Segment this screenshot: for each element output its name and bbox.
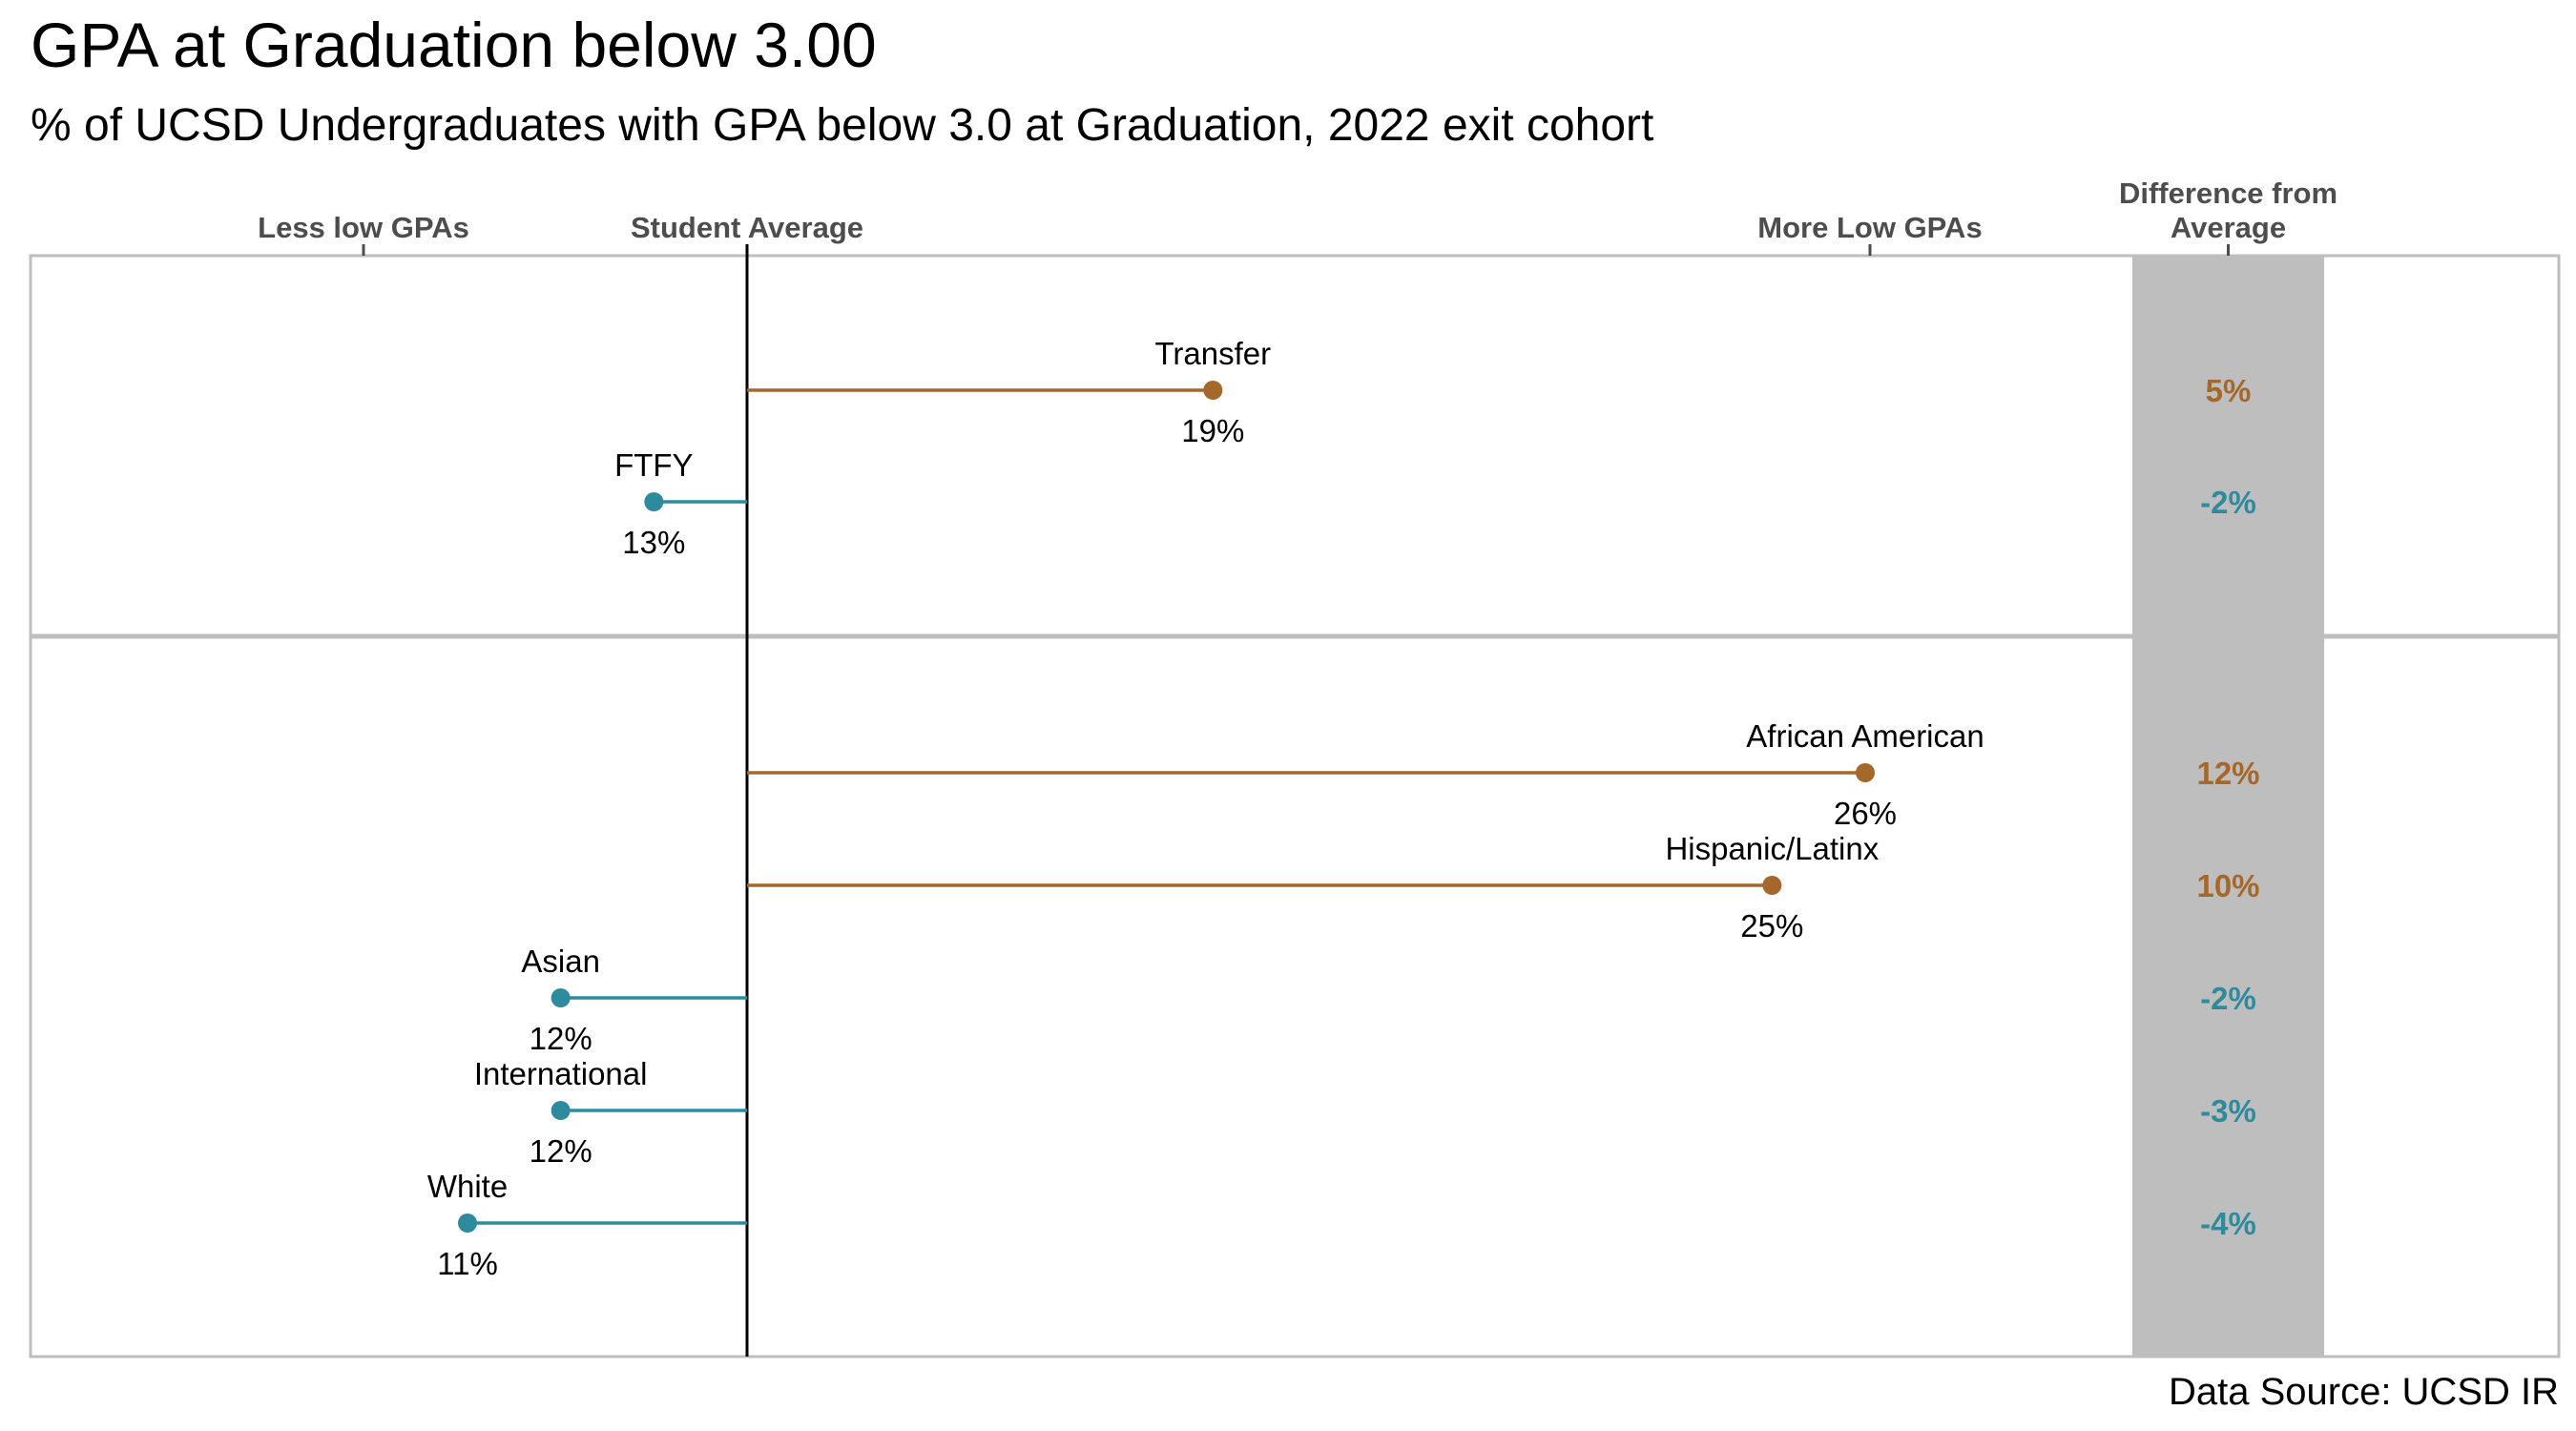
chart-subtitle: % of UCSD Undergraduates with GPA below … [31,100,1653,151]
point-african-american [1856,763,1875,782]
diff-ftfy: -2% [2200,485,2256,520]
point-hispanic-latinx [1762,876,1782,895]
plot-frame [29,254,2561,1358]
diff-asian: -2% [2200,981,2256,1016]
value-hispanic-latinx: 25% [1740,908,1803,944]
label-international: International [474,1056,648,1091]
diff-international: -3% [2200,1093,2256,1129]
point-white [458,1213,477,1233]
header-more-low-gpas: More Low GPAs [1757,211,1982,244]
chart-body: Less low GPAs Student Average More Low GPA… [29,176,2561,1358]
label-asian: Asian [521,944,600,979]
header-student-average: Student Average [631,211,863,244]
difference-band [2132,256,2324,1357]
label-hispanic-latinx: Hispanic/Latinx [1665,831,1879,866]
label-african-american: African American [1746,718,1984,754]
point-international [551,1101,571,1120]
diff-transfer: 5% [2206,373,2252,408]
chart-title: GPA at Graduation below 3.00 [31,10,877,80]
header-less-low-gpas: Less low GPAs [258,211,469,244]
header-difference-line2: Average [2171,211,2286,244]
point-ftfy [644,492,664,511]
point-transfer [1203,381,1223,400]
diff-hispanic-latinx: 10% [2196,868,2259,903]
value-white: 11% [437,1246,498,1281]
value-asian: 12% [530,1021,592,1056]
data-source-note: Data Source: UCSD IR [2169,1371,2559,1413]
label-ftfy: FTFY [614,447,693,483]
label-transfer: Transfer [1155,336,1272,371]
value-ftfy: 13% [622,525,685,560]
value-international: 12% [530,1133,592,1169]
label-white: White [427,1169,508,1204]
diff-white: -4% [2200,1206,2256,1241]
point-asian [551,988,571,1007]
header-difference-line1: Difference from [2119,176,2337,210]
value-transfer: 19% [1181,413,1244,448]
diff-african-american: 12% [2196,756,2259,791]
value-african-american: 26% [1834,796,1897,831]
